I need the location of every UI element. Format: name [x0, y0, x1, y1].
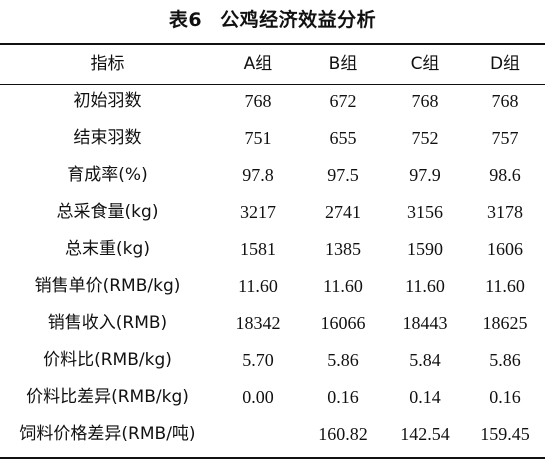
- cell-value: 0.16: [327, 387, 359, 407]
- cell-value: 97.5: [327, 165, 359, 185]
- cell-value: 18443: [402, 313, 448, 333]
- cell-value: 0.16: [489, 387, 521, 407]
- header-group-a: A组: [243, 54, 273, 74]
- cell-value: 655: [329, 128, 357, 148]
- cell-value: 1581: [240, 239, 276, 259]
- cell-value: 97.8: [242, 165, 274, 185]
- table-title: 公鸡经济效益分析: [220, 9, 377, 31]
- cell-value: 5.86: [327, 350, 359, 370]
- cell-value: 159.45: [480, 424, 530, 444]
- cell-value: 97.9: [409, 165, 441, 185]
- header-indicator: 指标: [90, 54, 125, 74]
- table-row: 饲料价格差异(RMB/吨) 160.82 142.54 159.45: [0, 416, 545, 453]
- cell-value: 16066: [320, 313, 366, 333]
- cell-value: 11.60: [405, 276, 445, 296]
- economic-benefit-table: 指标 A组 B组 C组 D组 初始羽数 768 672 768 768 结束羽数…: [0, 46, 545, 453]
- cell-value: 11.60: [323, 276, 363, 296]
- table-row: 价料比(RMB/kg) 5.70 5.86 5.84 5.86: [0, 342, 545, 379]
- cell-value: 11.60: [238, 276, 278, 296]
- row-label: 初始羽数: [73, 91, 142, 111]
- table-header-rule: [0, 84, 545, 85]
- table-header-row: 指标 A组 B组 C组 D组: [0, 46, 545, 83]
- table-row: 销售收入(RMB) 18342 16066 18443 18625: [0, 305, 545, 342]
- row-label: 销售单价(RMB/kg): [34, 276, 181, 296]
- table-row: 初始羽数 768 672 768 768: [0, 83, 545, 120]
- table-top-rule: [0, 43, 545, 45]
- header-group-b: B组: [328, 54, 358, 74]
- table-number: 表6: [168, 9, 203, 31]
- cell-value: 0.00: [242, 387, 274, 407]
- row-label: 结束羽数: [73, 128, 142, 148]
- cell-value: 142.54: [400, 424, 450, 444]
- cell-value: 5.86: [489, 350, 521, 370]
- table-bottom-rule: [0, 457, 545, 459]
- cell-value: 11.60: [485, 276, 525, 296]
- table-row: 价料比差异(RMB/kg) 0.00 0.16 0.14 0.16: [0, 379, 545, 416]
- table-row: 结束羽数 751 655 752 757: [0, 120, 545, 157]
- cell-value: 757: [491, 128, 519, 148]
- cell-value: 1590: [407, 239, 443, 259]
- table-row: 育成率(%) 97.8 97.5 97.9 98.6: [0, 157, 545, 194]
- table-row: 总采食量(kg) 3217 2741 3156 3178: [0, 194, 545, 231]
- cell-value: 2741: [325, 202, 361, 222]
- cell-value: 18342: [235, 313, 281, 333]
- row-label: 总末重(kg): [65, 239, 150, 259]
- header-group-c: C组: [410, 54, 440, 74]
- cell-value: 160.82: [318, 424, 368, 444]
- cell-value: 3217: [240, 202, 276, 222]
- row-label: 育成率(%): [67, 165, 148, 185]
- cell-value: [215, 416, 301, 453]
- row-label: 销售收入(RMB): [47, 313, 168, 333]
- cell-value: 752: [411, 128, 439, 148]
- cell-value: 5.70: [242, 350, 274, 370]
- cell-value: 1385: [325, 239, 361, 259]
- row-label: 饲料价格差异(RMB/吨): [19, 424, 196, 444]
- table-caption: 表6 公鸡经济效益分析: [0, 6, 545, 34]
- cell-value: 1606: [487, 239, 523, 259]
- cell-value: 3178: [487, 202, 523, 222]
- cell-value: 98.6: [489, 165, 521, 185]
- cell-value: 768: [244, 91, 272, 111]
- cell-value: 768: [411, 91, 439, 111]
- cell-value: 5.84: [409, 350, 441, 370]
- table-row: 销售单价(RMB/kg) 11.60 11.60 11.60 11.60: [0, 268, 545, 305]
- row-label: 总采食量(kg): [56, 202, 159, 222]
- row-label: 价料比差异(RMB/kg): [26, 387, 189, 407]
- cell-value: 18625: [482, 313, 528, 333]
- cell-value: 751: [244, 128, 272, 148]
- cell-value: 672: [329, 91, 357, 111]
- table-row: 总末重(kg) 1581 1385 1590 1606: [0, 231, 545, 268]
- header-group-d: D组: [489, 54, 521, 74]
- cell-value: 768: [491, 91, 519, 111]
- cell-value: 0.14: [409, 387, 441, 407]
- cell-value: 3156: [407, 202, 443, 222]
- row-label: 价料比(RMB/kg): [43, 350, 172, 370]
